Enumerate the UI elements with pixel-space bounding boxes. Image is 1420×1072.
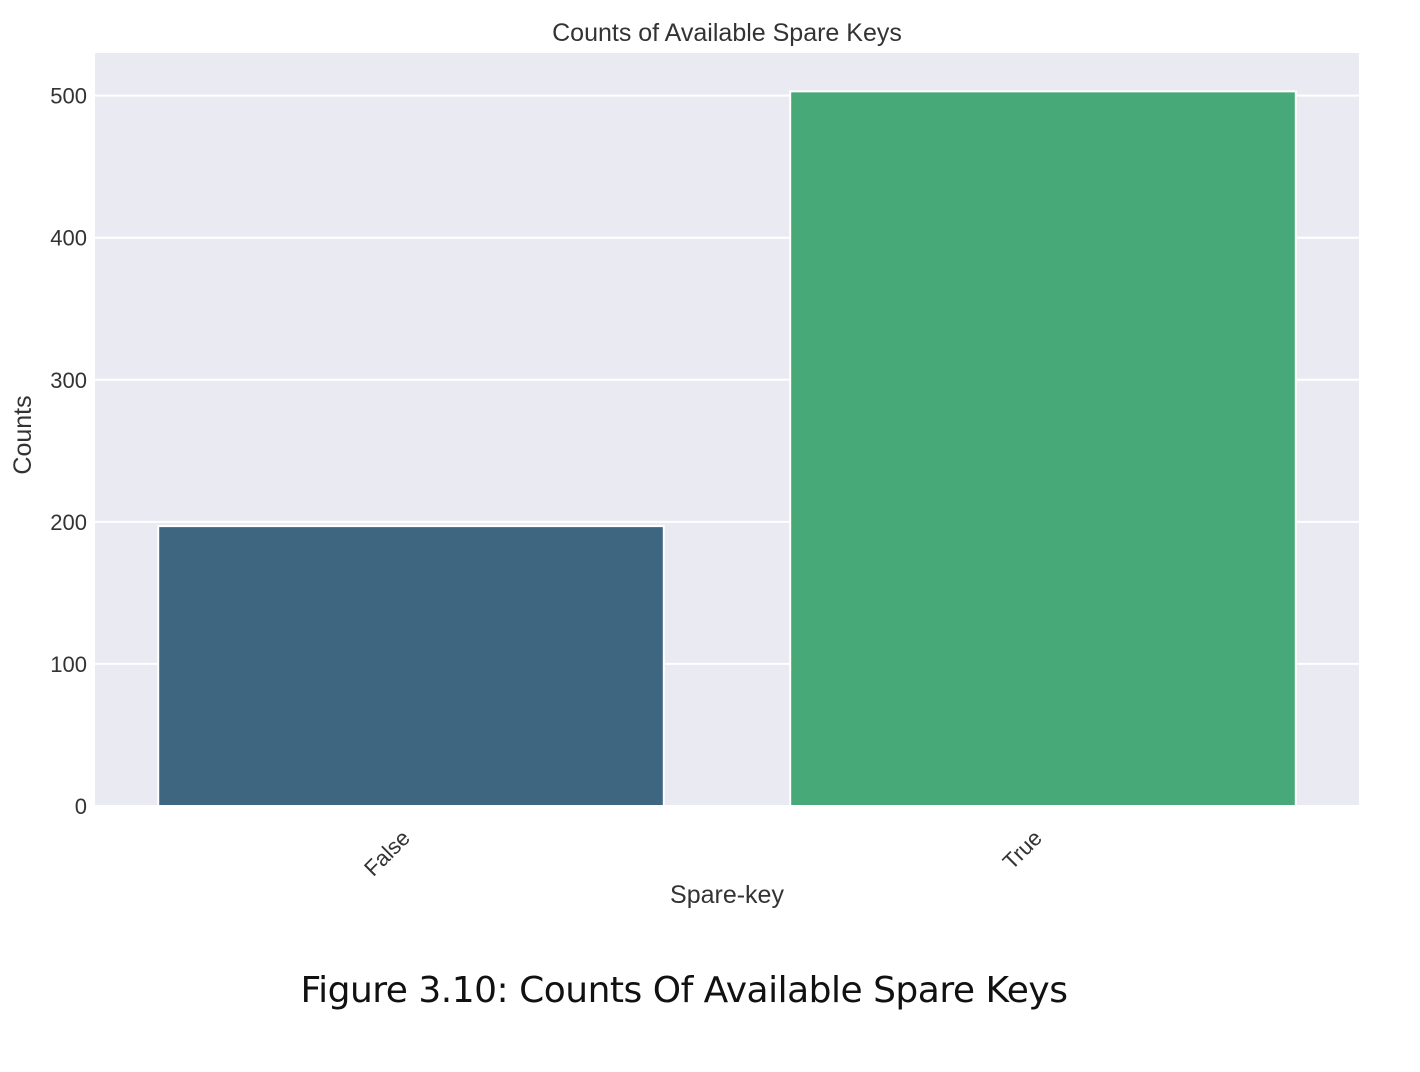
figure-caption: Figure 3.10: Counts Of Available Spare K… [300,970,1068,1011]
bar-false [157,525,665,807]
y-axis-label: Counts [9,395,37,474]
x-tick-label-true: True [998,825,1047,874]
x-axis-ticks: False True [359,825,1047,881]
bar-chart: Counts of Available Spare Keys 0 100 200 30… [9,19,1359,909]
y-tick-label: 500 [50,84,87,109]
bar-true [789,90,1297,808]
x-tick-label-false: False [359,825,415,881]
y-axis-ticks: 0 100 200 300 400 500 [50,84,87,819]
y-tick-label: 0 [75,794,87,819]
y-tick-label: 100 [50,652,87,677]
y-tick-label: 200 [50,510,87,535]
y-tick-label: 400 [50,226,87,251]
x-axis-label: Spare-key [670,881,784,909]
y-tick-label: 300 [50,368,87,393]
chart-title: Counts of Available Spare Keys [552,19,902,47]
bars [157,90,1297,808]
